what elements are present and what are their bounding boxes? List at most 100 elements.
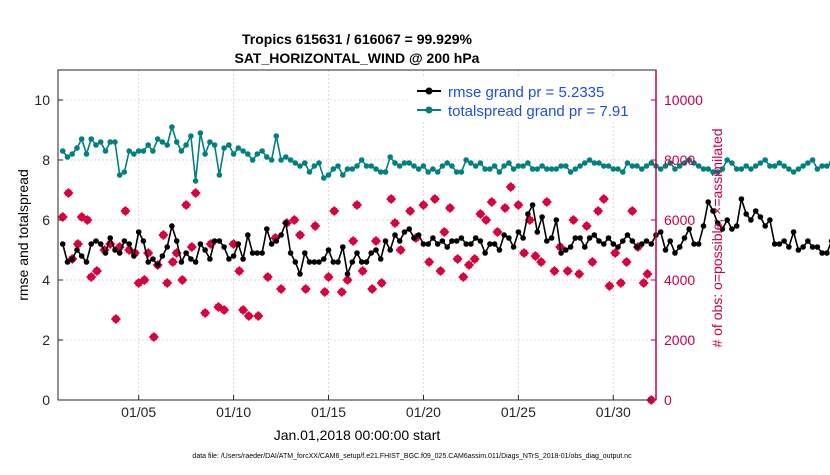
obs-count-marker (63, 187, 74, 199)
rmse-point (197, 241, 204, 247)
spread-point (539, 163, 545, 169)
spread-point (643, 163, 650, 169)
spread-point (235, 145, 242, 151)
rmse-point (620, 238, 626, 244)
spread-point (126, 148, 132, 154)
obs-count-marker (200, 307, 211, 319)
spread-point (491, 163, 498, 169)
spread-point (506, 160, 512, 166)
spread-point (197, 130, 204, 136)
rmse-point (173, 238, 180, 244)
spread-point (748, 166, 754, 172)
rmse-point (743, 211, 749, 217)
rmse-point (506, 235, 512, 241)
rmse-point (733, 223, 740, 229)
y-tick-label: 0 (42, 392, 50, 408)
legend-rmse-marker (425, 87, 433, 95)
spread-point (472, 163, 479, 169)
spread-point (767, 163, 773, 169)
spread-point (368, 163, 375, 169)
rmse-point (169, 223, 175, 229)
obs-count-marker (549, 265, 560, 277)
rmse-point (306, 259, 313, 265)
spread-point (814, 166, 821, 172)
spread-point (159, 139, 166, 145)
obs-count-marker (610, 247, 621, 259)
legend-rmse-label: rmse grand pr = 5.2335 (448, 84, 604, 101)
spread-point (639, 166, 645, 172)
obs-count-marker (452, 253, 463, 265)
spread-point (824, 163, 830, 169)
rmse-point (629, 238, 636, 244)
y-right-tick-label: 4000 (664, 272, 695, 288)
spread-point (273, 133, 280, 139)
rmse-point (624, 232, 631, 238)
spread-point (406, 160, 413, 166)
spread-point (93, 142, 99, 148)
spread-point (240, 148, 246, 154)
rmse-point (544, 238, 550, 244)
rmse-point (724, 217, 730, 223)
obs-count-marker (139, 274, 150, 286)
rmse-point (88, 241, 94, 247)
spread-point (230, 151, 237, 157)
rmse-point (705, 199, 711, 205)
rmse-point (145, 259, 151, 265)
rmse-point (268, 241, 275, 247)
obs-count-marker (424, 256, 435, 268)
spread-point (140, 148, 147, 154)
obs-count-marker (475, 208, 486, 220)
rmse-point (752, 208, 759, 214)
spread-point (695, 163, 702, 169)
rmse-point (672, 250, 678, 256)
obs-count-marker (598, 193, 609, 205)
rmse-point (164, 244, 170, 250)
rmse-point (325, 247, 332, 253)
spread-point (64, 154, 71, 160)
spread-point (83, 151, 90, 157)
spread-point (382, 169, 389, 175)
spread-point (107, 139, 113, 145)
rmse-point (496, 247, 503, 253)
spread-point (420, 163, 427, 169)
obs-count-marker (621, 256, 632, 268)
y-right-tick-label: 10000 (664, 92, 703, 108)
spread-point (781, 163, 787, 169)
obs-count-marker (439, 226, 450, 238)
spread-point (672, 166, 678, 172)
obs-count-marker (505, 181, 516, 193)
spread-point (396, 163, 403, 169)
spread-point (610, 166, 617, 172)
spread-point (752, 163, 759, 169)
rmse-point (373, 247, 379, 253)
rmse-point (202, 247, 208, 253)
obs-count-marker (469, 253, 480, 265)
rmse-point (406, 226, 413, 232)
spread-point (354, 163, 360, 169)
obs-count-marker (370, 235, 382, 247)
rmse-point (150, 256, 156, 262)
rmse-point (767, 217, 773, 223)
spread-point (553, 166, 560, 172)
obs-count-marker (253, 310, 264, 322)
spread-point (207, 139, 213, 145)
rmse-point (349, 259, 356, 265)
spread-point (78, 136, 85, 142)
obs-count-marker (513, 199, 524, 211)
spread-point (325, 172, 332, 178)
obs-count-marker (500, 202, 511, 214)
rmse-point (97, 241, 104, 247)
rmse-point (748, 217, 754, 223)
spread-point (287, 157, 294, 163)
obs-count-marker (395, 244, 406, 256)
rmse-point (216, 238, 223, 244)
obs-count-marker (186, 241, 197, 253)
obs-count-marker (228, 238, 239, 250)
spread-point (601, 163, 607, 169)
rmse-point (525, 211, 531, 217)
obs-count-marker (219, 304, 230, 316)
spread-point (121, 169, 128, 175)
obs-count-marker (82, 214, 93, 226)
spread-point (710, 169, 716, 175)
